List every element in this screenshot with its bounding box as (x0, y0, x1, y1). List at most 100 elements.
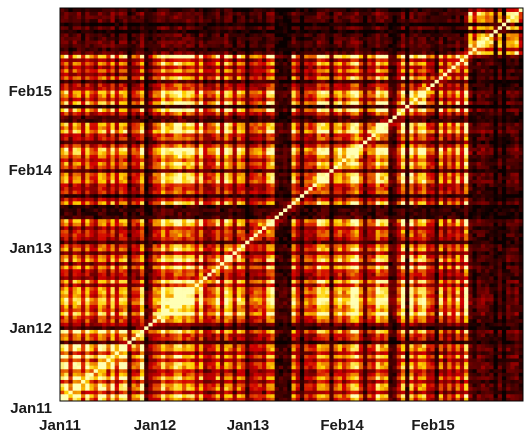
heatmap-cell (131, 297, 137, 302)
heatmap-cell (287, 347, 292, 352)
heatmap-cell (148, 333, 153, 338)
heatmap-cell (438, 290, 444, 295)
heatmap-cell (177, 243, 183, 248)
heatmap-cell (165, 325, 170, 330)
heatmap-cell (262, 361, 267, 366)
heatmap-cell (156, 268, 162, 273)
heatmap-cell (118, 308, 124, 313)
heatmap-cell (186, 365, 191, 370)
heatmap-cell (85, 379, 90, 384)
heatmap-cell (434, 300, 440, 305)
heatmap-cell (489, 293, 494, 298)
heatmap-cell (64, 340, 69, 345)
heatmap-cell (472, 336, 478, 341)
heatmap-cell (333, 275, 339, 280)
heatmap-cell (97, 318, 103, 323)
heatmap-cell (354, 329, 360, 334)
heatmap-cell (89, 236, 95, 241)
heatmap-cell (135, 386, 141, 391)
heatmap-cell (392, 304, 398, 309)
heatmap-cell (173, 297, 179, 302)
heatmap-cell (493, 340, 499, 345)
heatmap-cell (363, 247, 368, 252)
heatmap-cell (110, 347, 116, 352)
heatmap-cell (190, 343, 196, 348)
heatmap-cell (287, 340, 292, 345)
heatmap-cell (485, 304, 490, 309)
heatmap-cell (396, 397, 402, 402)
heatmap-cell (350, 315, 356, 320)
heatmap-cell (295, 254, 301, 259)
heatmap-cell (518, 325, 524, 330)
heatmap-cell (127, 347, 132, 352)
heatmap-cell (190, 372, 196, 377)
heatmap-cell (198, 333, 204, 338)
heatmap-cell (287, 397, 292, 402)
heatmap-cell (60, 350, 65, 355)
heatmap-cell (76, 258, 82, 263)
heatmap-cell (182, 386, 187, 391)
heatmap-cell (333, 290, 339, 295)
heatmap-cell (64, 268, 69, 273)
heatmap-cell (173, 304, 179, 309)
heatmap-cell (211, 311, 217, 316)
heatmap-cell (514, 354, 520, 359)
heatmap-cell (358, 358, 364, 363)
heatmap-cell (190, 265, 196, 270)
heatmap-cell (363, 379, 368, 384)
heatmap-cell (295, 393, 301, 398)
heatmap-cell (270, 247, 276, 252)
heatmap-cell (64, 350, 69, 355)
heatmap-cell (127, 393, 132, 398)
heatmap-cell (480, 386, 486, 391)
heatmap-cell (60, 318, 65, 323)
heatmap-cell (510, 372, 515, 377)
heatmap-cell (400, 343, 406, 348)
heatmap-cell (405, 315, 410, 320)
heatmap-cell (287, 258, 292, 263)
heatmap-cell (135, 397, 141, 402)
heatmap-cell (139, 375, 145, 380)
heatmap-cell (270, 383, 276, 388)
heatmap-cell (438, 347, 444, 352)
heatmap-cell (114, 286, 120, 291)
heatmap-cell (152, 290, 158, 295)
heatmap-cell (350, 354, 356, 359)
heatmap-cell (198, 383, 204, 388)
heatmap-cell (371, 397, 377, 402)
heatmap-cell (384, 318, 389, 323)
heatmap-cell (245, 247, 250, 252)
heatmap-cell (308, 297, 313, 302)
heatmap-cell (161, 358, 166, 363)
heatmap-cell (384, 304, 389, 309)
heatmap-cell (156, 290, 162, 295)
heatmap-cell (165, 283, 170, 288)
heatmap-cell (308, 272, 313, 277)
heatmap-cell (409, 329, 414, 334)
heatmap-cell (278, 329, 284, 334)
heatmap-cell (262, 268, 267, 273)
heatmap-cell (518, 293, 524, 298)
heatmap-cell (148, 297, 153, 302)
heatmap-cell (363, 390, 368, 395)
heatmap-cell (97, 300, 103, 305)
heatmap-cell (249, 247, 255, 252)
heatmap-cell (215, 311, 221, 316)
heatmap-cell (342, 300, 347, 305)
heatmap-cell (316, 261, 322, 266)
heatmap-cell (131, 322, 137, 327)
heatmap-cell (459, 343, 465, 348)
heatmap-cell (190, 268, 196, 273)
heatmap-cell (110, 290, 116, 295)
heatmap-cell (165, 258, 170, 263)
heatmap-cell (325, 293, 330, 298)
heatmap-cell (358, 375, 364, 380)
heatmap-cell (139, 358, 145, 363)
heatmap-cell (135, 240, 141, 245)
heatmap-cell (392, 354, 398, 359)
heatmap-cell (430, 293, 436, 298)
heatmap-cell (211, 379, 217, 384)
heatmap-cell (384, 279, 389, 284)
heatmap-cell (118, 379, 124, 384)
heatmap-cell (270, 286, 276, 291)
